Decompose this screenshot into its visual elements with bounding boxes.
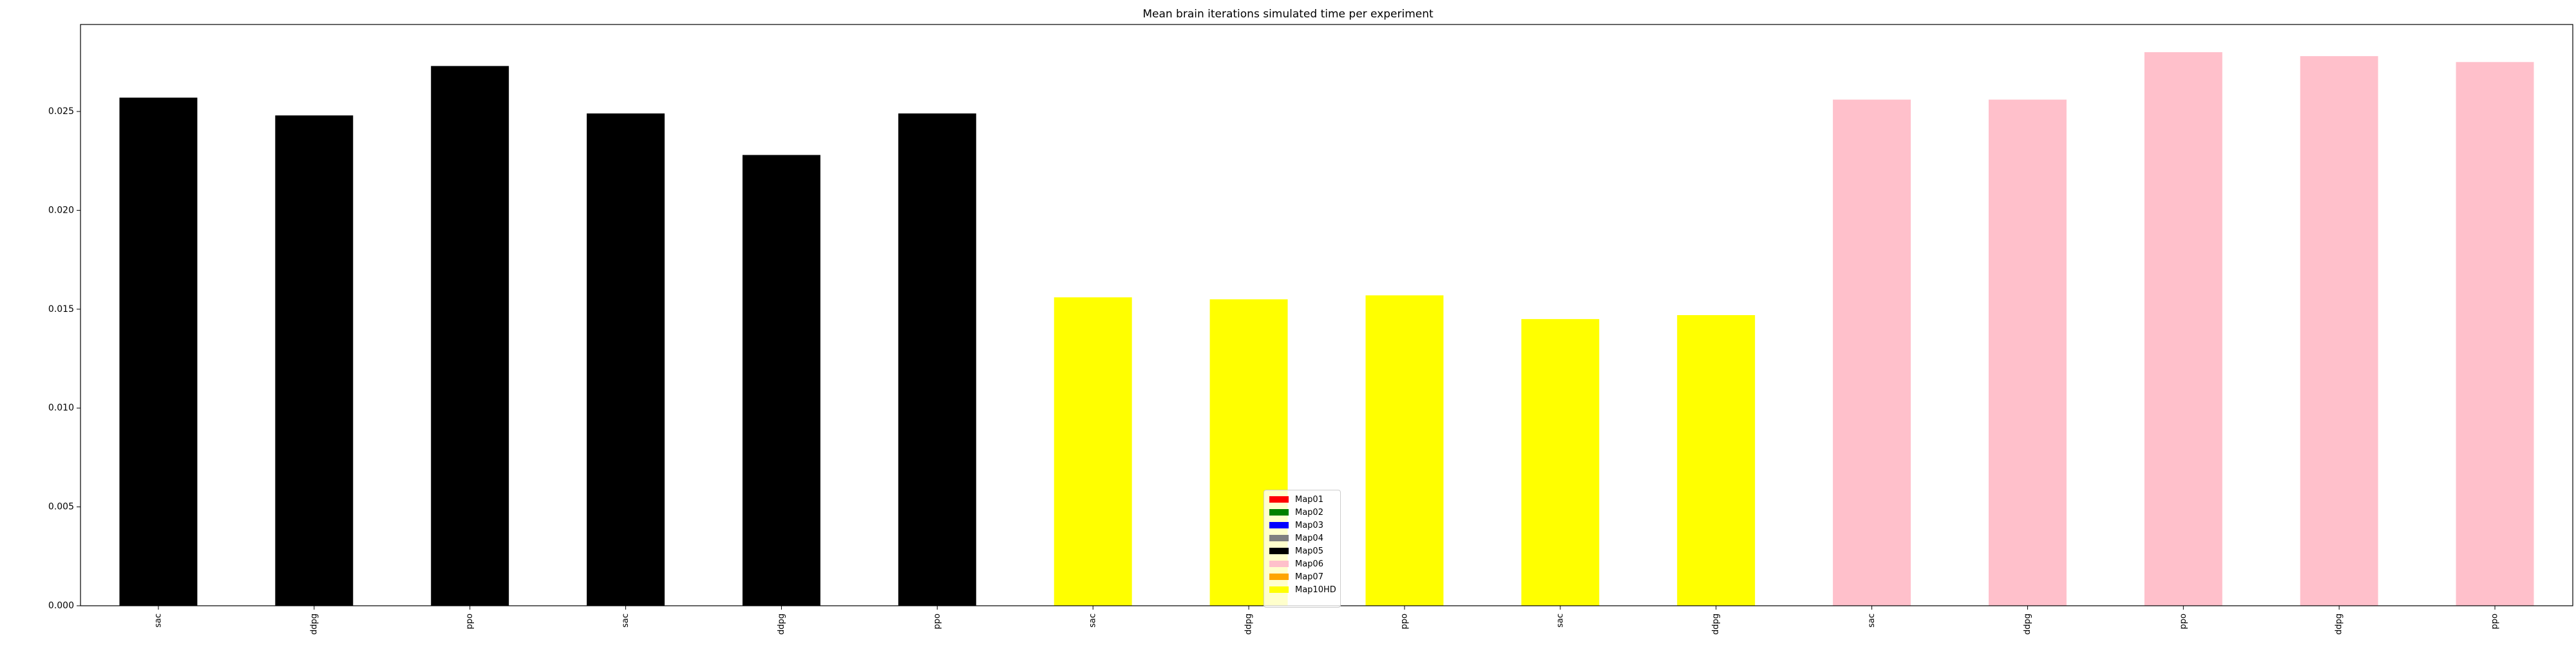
legend-label: Map07 [1295, 572, 1323, 582]
x-tick-label: ddpg [2334, 613, 2344, 635]
legend-label: Map04 [1295, 533, 1323, 543]
x-tick-label: ddpg [2023, 613, 2032, 635]
x-tick-label: ddpg [777, 613, 786, 635]
legend-item: Map01 [1269, 493, 1335, 506]
bar [1365, 295, 1444, 606]
bar [431, 66, 509, 606]
x-tick-label: sac [1555, 613, 1565, 628]
legend-swatch [1269, 574, 1289, 580]
bar [1677, 315, 1756, 606]
y-tick-label: 0.025 [48, 106, 74, 117]
legend-item: Map10HD [1269, 583, 1336, 596]
legend-swatch [1269, 561, 1289, 567]
bar [1988, 99, 2067, 606]
bar [275, 115, 354, 606]
legend-item: Map07 [1269, 570, 1335, 583]
bar [1054, 297, 1132, 606]
legend-label: Map03 [1295, 520, 1323, 530]
legend-item: Map05 [1269, 545, 1335, 557]
legend-label: Map06 [1295, 559, 1323, 569]
legend-swatch [1269, 522, 1289, 528]
y-tick-label: 0.000 [48, 601, 74, 611]
x-tick-label: ppo [2490, 613, 2500, 630]
legend-label: Map10HD [1295, 584, 1336, 595]
bar [742, 155, 820, 606]
y-tick-label: 0.015 [48, 304, 74, 314]
x-tick-label: sac [1867, 613, 1877, 628]
x-tick-label: sac [153, 613, 163, 628]
legend-item: Map04 [1269, 532, 1335, 545]
legend-label: Map01 [1295, 494, 1323, 505]
bar [1833, 99, 1911, 606]
bar [898, 113, 976, 606]
bar [2456, 62, 2534, 606]
x-tick-label: ppo [1399, 613, 1409, 630]
y-tick-label: 0.010 [48, 403, 74, 413]
chart-title: Mean brain iterations simulated time per… [1142, 8, 1434, 21]
legend-swatch [1269, 586, 1289, 593]
bar [119, 97, 198, 606]
bar [1521, 319, 1600, 606]
x-tick-label: ppo [933, 613, 942, 630]
legend-swatch [1269, 496, 1289, 503]
x-tick-label: sac [1088, 613, 1098, 628]
legend-item: Map03 [1269, 519, 1335, 532]
legend-label: Map05 [1295, 546, 1323, 556]
y-tick-label: 0.005 [48, 502, 74, 512]
legend-item: Map02 [1269, 506, 1335, 519]
legend-label: Map02 [1295, 507, 1323, 517]
legend-swatch [1269, 535, 1289, 541]
bar [587, 113, 665, 606]
x-tick-label: ppo [2179, 613, 2188, 630]
legend-item: Map06 [1269, 557, 1335, 570]
legend-swatch [1269, 509, 1289, 516]
x-tick-label: ddpg [1711, 613, 1721, 635]
x-tick-label: ddpg [1244, 613, 1254, 635]
bar [2144, 52, 2222, 606]
x-tick-label: ddpg [309, 613, 319, 635]
y-tick-label: 0.020 [48, 205, 74, 215]
bar [2300, 56, 2378, 606]
x-tick-label: sac [621, 613, 630, 628]
legend-swatch [1269, 548, 1289, 554]
legend: Map01 Map02 Map03 Map04 Map05 Map06 Map07 Map10… [1264, 490, 1341, 608]
x-tick-label: ppo [465, 613, 475, 630]
